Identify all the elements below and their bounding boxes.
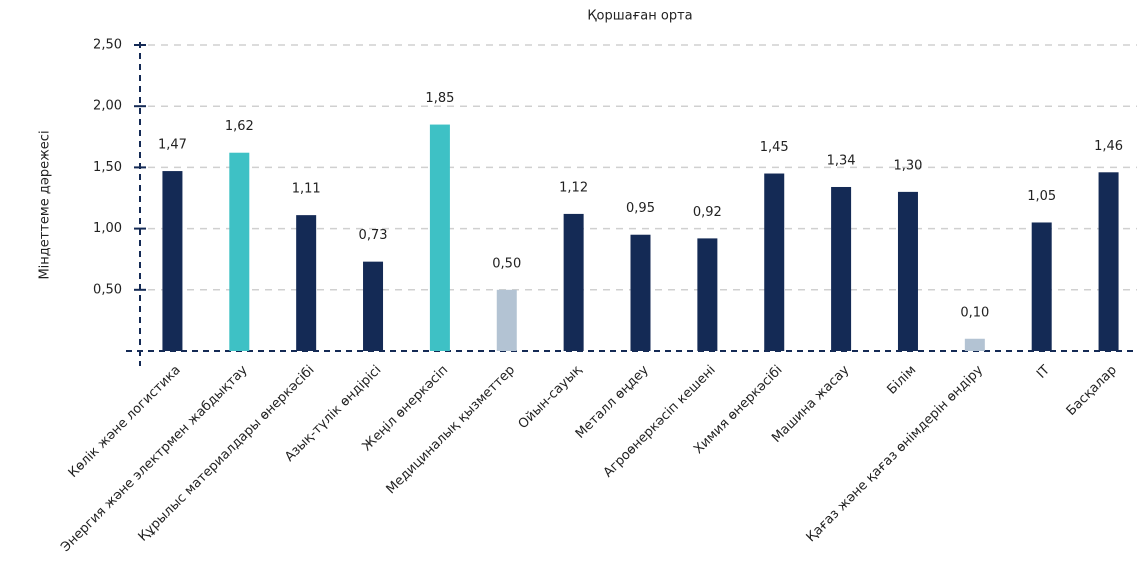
- x-tick-label: Көлік және логистика: [66, 363, 184, 481]
- bar: [1031, 222, 1052, 351]
- bar: [363, 261, 384, 351]
- y-axis-label: Міндеттеме дәрежесі: [38, 130, 53, 279]
- bar: [496, 289, 517, 351]
- value-label: 0,10: [960, 305, 989, 320]
- bar: [1098, 172, 1119, 351]
- x-tick-label: Ойын-сауық: [516, 363, 585, 432]
- bar: [630, 234, 651, 351]
- value-label: 0,95: [626, 201, 655, 216]
- bar: [697, 238, 718, 351]
- value-label: 1,30: [893, 158, 922, 173]
- x-tick-label: Медициналық қызметтер: [384, 363, 518, 497]
- x-tick-label: IT: [1034, 363, 1053, 382]
- x-tick-label: Басқалар: [1064, 363, 1120, 419]
- value-label: 0,92: [693, 205, 722, 220]
- y-tick-label: 1,00: [93, 221, 122, 236]
- value-label: 1,12: [559, 180, 588, 195]
- y-tick-label: 2,00: [93, 99, 122, 114]
- value-label: 1,11: [292, 182, 321, 197]
- x-tick-label: Агроөнеркәсіп кешені: [601, 363, 719, 481]
- value-label: 1,34: [827, 153, 856, 168]
- bar: [764, 173, 785, 351]
- value-label: 1,47: [158, 138, 187, 153]
- bar: [897, 191, 918, 351]
- bar: [296, 215, 317, 351]
- value-label: 0,73: [359, 228, 388, 243]
- chart-title: Қоршаған орта: [587, 9, 692, 24]
- y-tick-label: 2,50: [93, 38, 122, 53]
- bar: [964, 338, 985, 351]
- bar: [563, 213, 584, 351]
- bar: [831, 186, 852, 351]
- y-tick-label: 1,50: [93, 160, 122, 175]
- value-label: 1,85: [425, 91, 454, 106]
- y-tick-label: 0,50: [93, 282, 122, 297]
- value-label: 1,46: [1094, 139, 1123, 154]
- bar: [229, 152, 250, 351]
- value-label: 1,45: [760, 140, 789, 155]
- value-label: 0,50: [492, 256, 521, 271]
- bar: [162, 171, 183, 351]
- value-label: 1,62: [225, 119, 254, 134]
- x-tick-label: Білім: [884, 363, 919, 398]
- value-label: 1,05: [1027, 189, 1056, 204]
- bar: [429, 124, 450, 351]
